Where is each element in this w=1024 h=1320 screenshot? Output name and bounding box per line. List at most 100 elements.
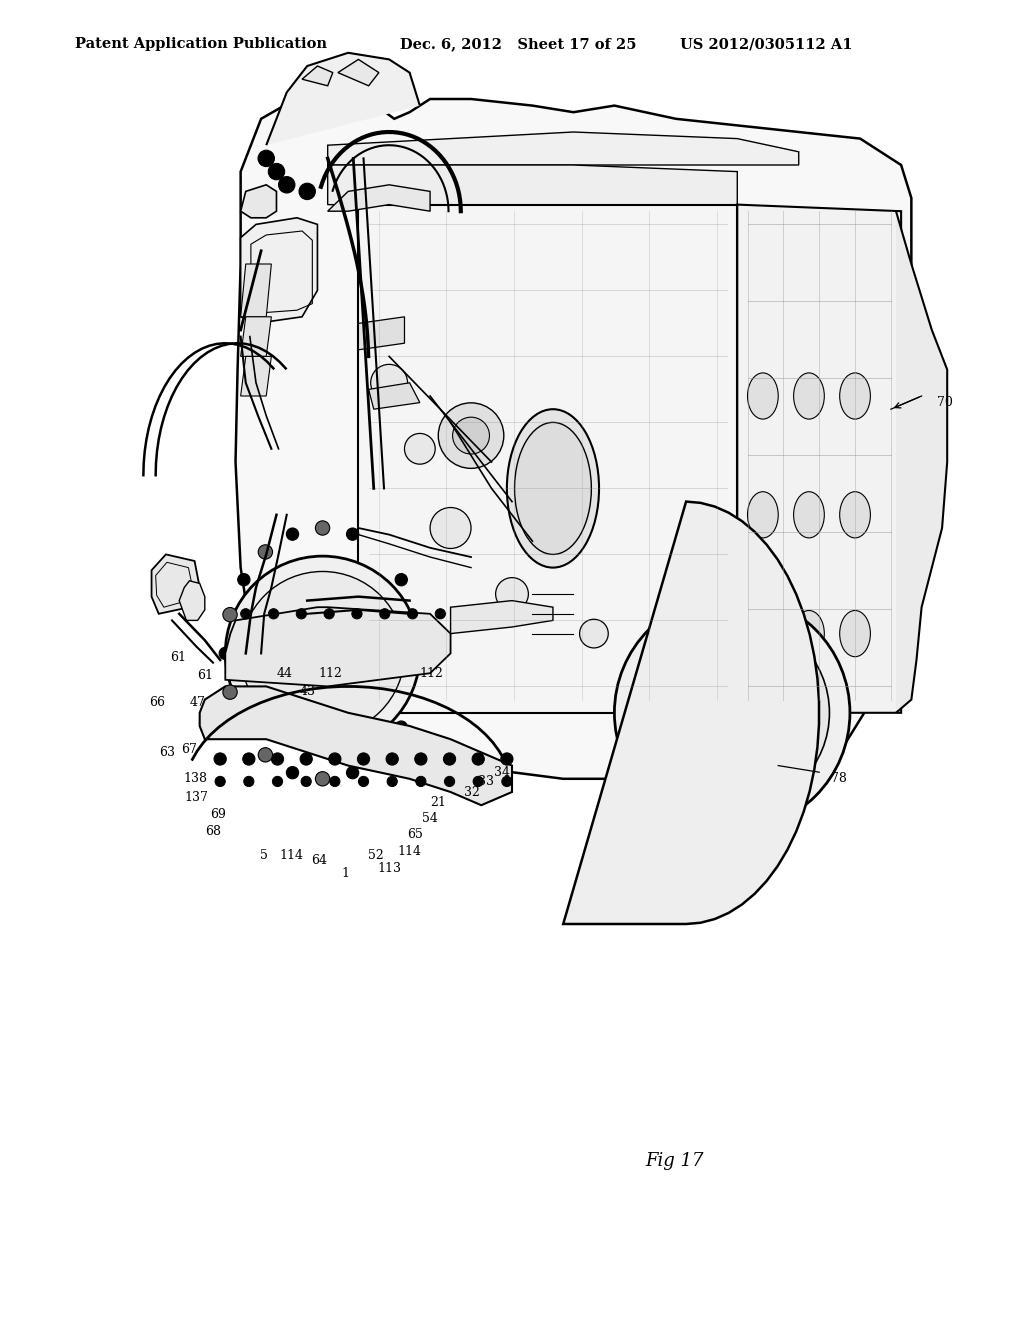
Ellipse shape	[794, 610, 824, 657]
Circle shape	[315, 521, 330, 535]
Text: 78: 78	[831, 772, 848, 785]
Circle shape	[757, 780, 777, 801]
Text: 114: 114	[280, 849, 304, 862]
Text: 21: 21	[430, 796, 446, 809]
Polygon shape	[302, 66, 333, 86]
Circle shape	[501, 752, 513, 766]
Polygon shape	[451, 601, 553, 634]
Ellipse shape	[840, 374, 870, 420]
Ellipse shape	[515, 422, 592, 554]
Circle shape	[279, 177, 295, 193]
Circle shape	[299, 183, 315, 199]
Circle shape	[287, 528, 299, 540]
Circle shape	[792, 702, 812, 723]
Circle shape	[443, 752, 456, 766]
Circle shape	[408, 609, 418, 619]
Circle shape	[502, 776, 512, 787]
Text: 54: 54	[422, 812, 438, 825]
Circle shape	[358, 776, 369, 787]
Text: 114: 114	[397, 845, 422, 858]
Polygon shape	[338, 59, 379, 86]
Text: 66: 66	[148, 696, 165, 709]
Circle shape	[301, 776, 311, 787]
Circle shape	[380, 609, 390, 619]
Circle shape	[238, 721, 250, 733]
Circle shape	[387, 776, 397, 787]
Circle shape	[635, 615, 829, 810]
Text: Fig 17: Fig 17	[645, 1152, 703, 1170]
Text: 137: 137	[184, 791, 209, 804]
Text: 67: 67	[181, 743, 198, 756]
Text: 112: 112	[419, 667, 443, 680]
Polygon shape	[737, 205, 901, 713]
Circle shape	[414, 647, 426, 660]
Circle shape	[472, 752, 484, 766]
Circle shape	[271, 752, 284, 766]
Polygon shape	[225, 607, 451, 686]
Circle shape	[268, 164, 285, 180]
Circle shape	[272, 776, 283, 787]
Ellipse shape	[507, 409, 599, 568]
Text: 65: 65	[407, 828, 423, 841]
Circle shape	[614, 595, 850, 830]
Text: US 2012/0305112 A1: US 2012/0305112 A1	[680, 37, 853, 51]
Ellipse shape	[748, 610, 778, 657]
Circle shape	[496, 578, 528, 610]
Polygon shape	[152, 554, 200, 614]
Text: 52: 52	[368, 849, 384, 862]
Polygon shape	[328, 132, 799, 165]
Text: 138: 138	[183, 772, 208, 785]
Text: Dec. 6, 2012   Sheet 17 of 25: Dec. 6, 2012 Sheet 17 of 25	[400, 37, 637, 51]
Circle shape	[296, 609, 306, 619]
Polygon shape	[200, 686, 512, 805]
Polygon shape	[236, 92, 911, 779]
Circle shape	[238, 574, 250, 586]
Text: 47: 47	[189, 696, 206, 709]
Circle shape	[258, 747, 272, 762]
Circle shape	[473, 776, 483, 787]
Circle shape	[225, 556, 420, 751]
Circle shape	[258, 150, 274, 166]
Text: 70: 70	[937, 396, 953, 409]
Polygon shape	[358, 317, 404, 350]
Text: 44: 44	[276, 667, 293, 680]
Circle shape	[415, 752, 427, 766]
Circle shape	[371, 364, 408, 401]
Text: 113: 113	[377, 862, 401, 875]
Circle shape	[757, 624, 777, 645]
Circle shape	[395, 574, 408, 586]
Circle shape	[300, 752, 312, 766]
Polygon shape	[328, 165, 737, 209]
Circle shape	[444, 776, 455, 787]
Ellipse shape	[794, 492, 824, 539]
Text: 32: 32	[464, 785, 480, 799]
Circle shape	[580, 619, 608, 648]
Circle shape	[215, 776, 225, 787]
Ellipse shape	[794, 374, 824, 420]
Circle shape	[652, 702, 673, 723]
Circle shape	[352, 609, 362, 619]
Polygon shape	[179, 581, 205, 620]
Circle shape	[219, 647, 231, 660]
Circle shape	[438, 403, 504, 469]
Circle shape	[357, 752, 370, 766]
Circle shape	[243, 752, 255, 766]
Circle shape	[287, 767, 299, 779]
Circle shape	[324, 609, 334, 619]
Circle shape	[241, 609, 251, 619]
Circle shape	[244, 776, 254, 787]
Text: 112: 112	[318, 667, 343, 680]
Circle shape	[241, 572, 404, 735]
Circle shape	[712, 692, 753, 734]
Circle shape	[330, 776, 340, 787]
Text: 5: 5	[260, 849, 268, 862]
Circle shape	[214, 752, 226, 766]
Text: 34: 34	[494, 766, 510, 779]
Circle shape	[416, 776, 426, 787]
Circle shape	[430, 507, 471, 549]
Circle shape	[687, 780, 708, 801]
Text: 69: 69	[210, 808, 226, 821]
Polygon shape	[896, 211, 947, 713]
Text: 1: 1	[341, 867, 349, 880]
Circle shape	[404, 433, 435, 465]
